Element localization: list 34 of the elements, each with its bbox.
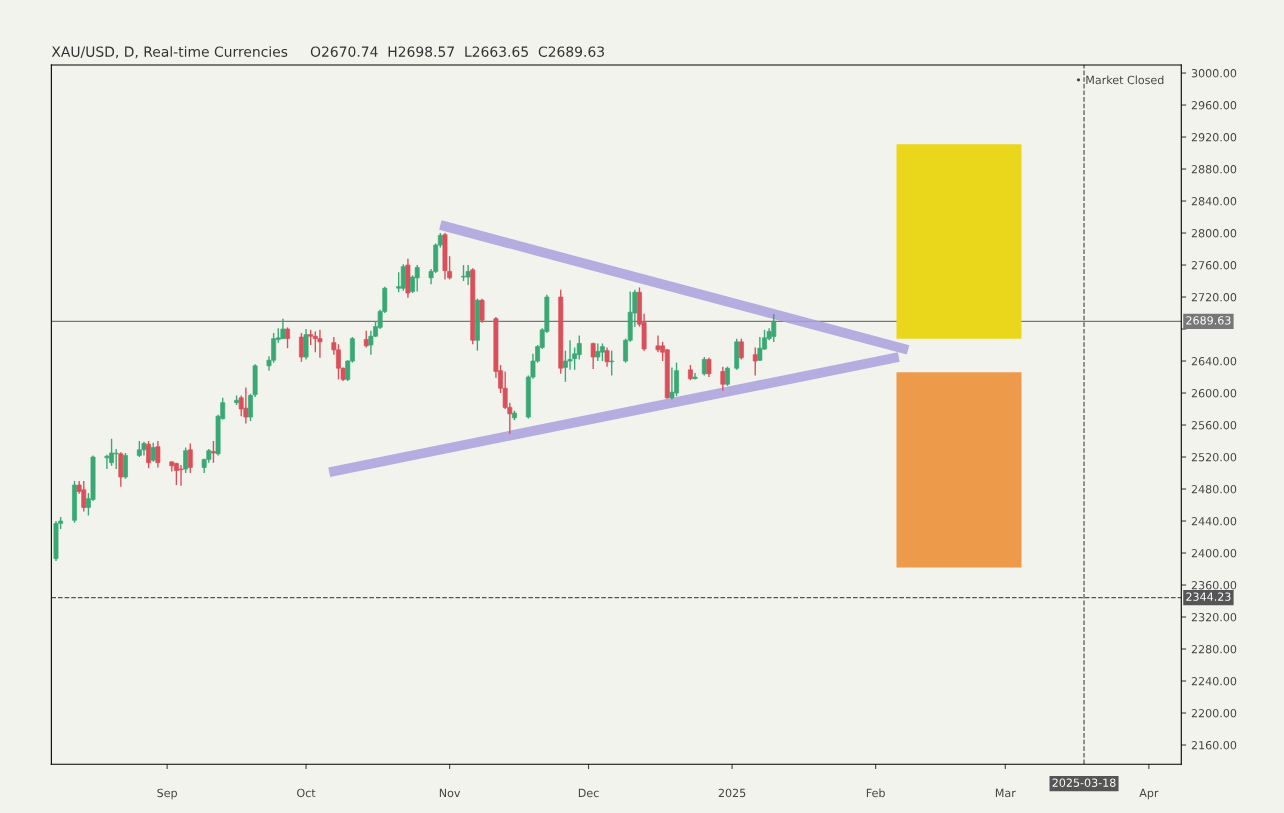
y-tick-label: 2960.00 — [1191, 101, 1237, 110]
y-tick-label: 2560.00 — [1191, 421, 1237, 430]
y-tick-label: 2800.00 — [1191, 229, 1237, 238]
x-tick-label: Nov — [439, 788, 461, 798]
chart-title: XAU/USD, D, Real-time Currencies O2670.74 H2698.57 L2663.65 C2689.63 — [51, 46, 604, 59]
x-tick-label: Oct — [297, 788, 316, 798]
y-tick-label: 2200.00 — [1191, 709, 1237, 718]
x-tick-label: Sep — [157, 788, 177, 800]
y-tick-label: 2920.00 — [1191, 133, 1237, 142]
y-tick-label: 2320.00 — [1191, 613, 1237, 622]
x-tick-label: Apr — [1139, 788, 1159, 800]
y-tick-label: 2160.00 — [1191, 741, 1237, 750]
y-tick-label: 2400.00 — [1191, 549, 1237, 558]
x-tick-label: Feb — [866, 788, 885, 798]
y-tick-label: 2720.00 — [1191, 293, 1237, 302]
ref-line-label: 2025-03-18 — [1052, 778, 1116, 787]
y-tick-label: 2360.00 — [1191, 581, 1237, 590]
x-tick-label: 2025 — [718, 788, 746, 798]
y-tick-label: 2840.00 — [1191, 197, 1237, 206]
y-tick-label: 2280.00 — [1191, 645, 1237, 654]
x-tick-label: Dec — [578, 788, 599, 798]
annotation: • Market Closed — [1076, 75, 1164, 85]
y-tick-label: 2520.00 — [1191, 453, 1237, 462]
x-tick-label: Mar — [995, 788, 1016, 798]
y-tick-label: 2600.00 — [1191, 389, 1237, 398]
ref-line-label: 2689.63 — [1186, 316, 1231, 325]
y-tick-label: 2880.00 — [1191, 165, 1237, 174]
y-tick-label: 2760.00 — [1191, 261, 1237, 270]
y-tick-label: 2480.00 — [1191, 485, 1237, 494]
y-tick-label: 2240.00 — [1191, 677, 1237, 686]
y-tick-label: 3000.00 — [1191, 69, 1237, 78]
ref-line-label: 2344.23 — [1186, 592, 1231, 601]
y-tick-label: 2440.00 — [1191, 517, 1237, 526]
y-tick-label: 2640.00 — [1191, 357, 1237, 366]
